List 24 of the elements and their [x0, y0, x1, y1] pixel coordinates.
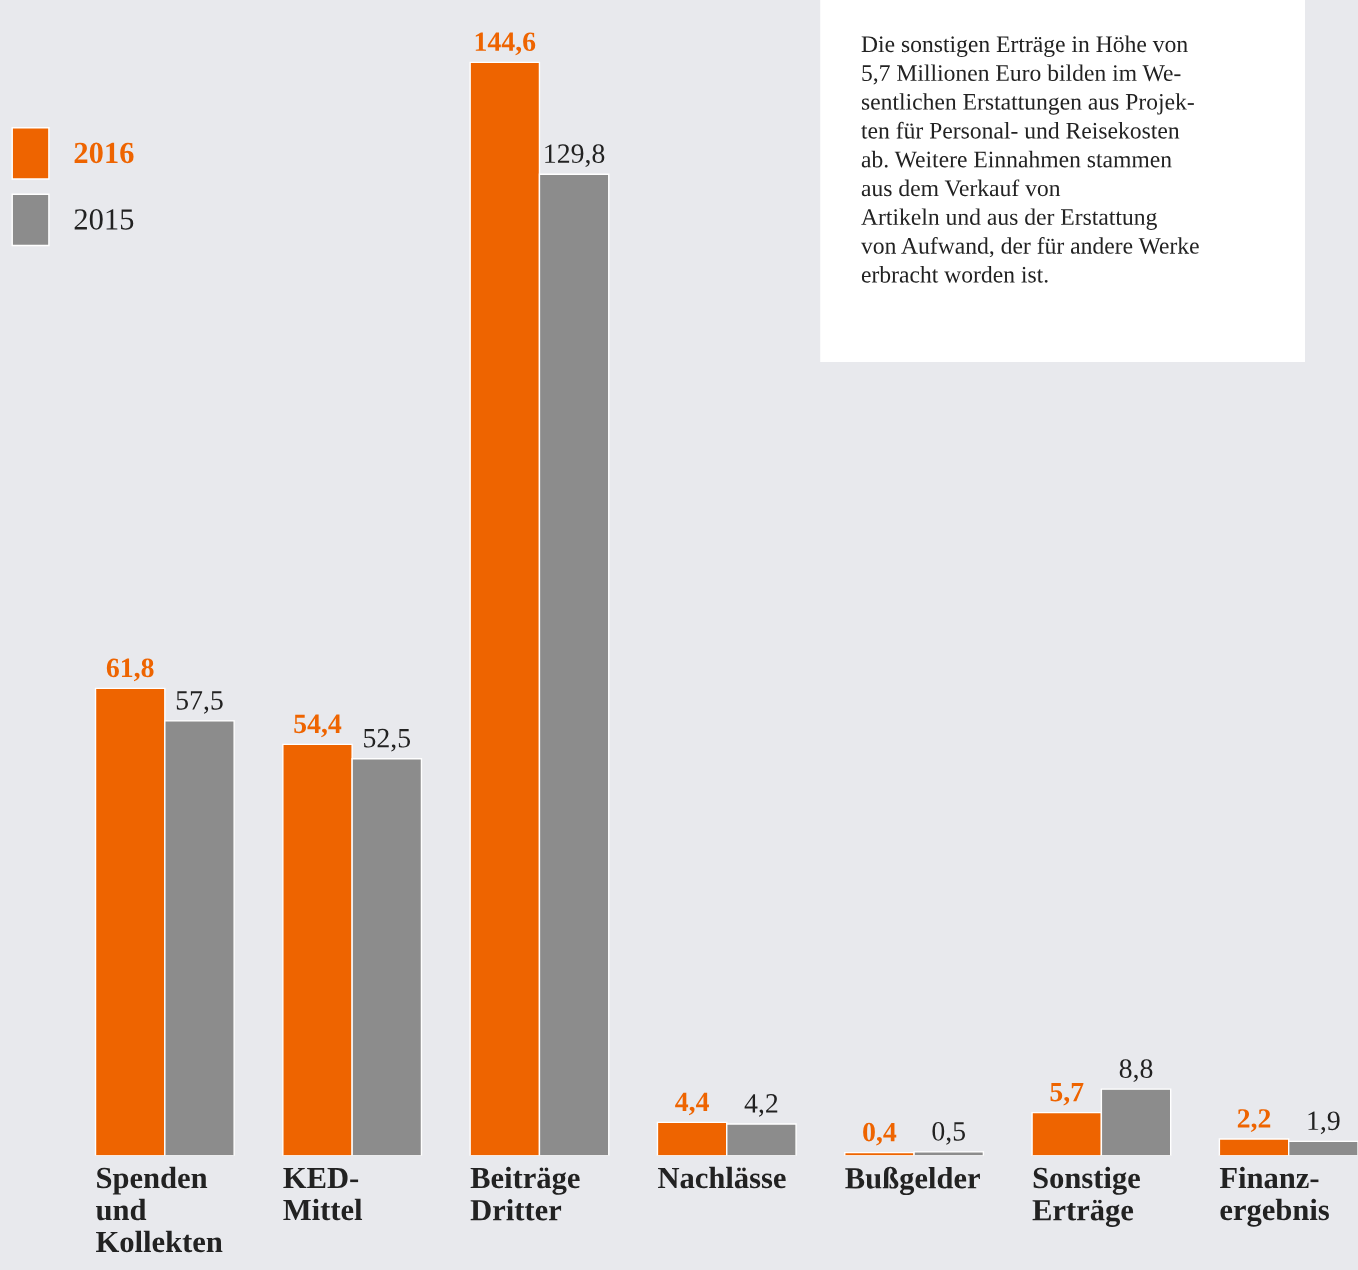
data-label: 0,4 — [863, 1122, 897, 1146]
x-tick-label: Finanz- ergebnis — [1219, 1166, 1329, 1227]
legend-label: 2015 — [74, 209, 134, 230]
data-label: 4,2 — [744, 1094, 778, 1117]
data-label: 8,8 — [1119, 1059, 1153, 1082]
x-tick-label: Beiträge Dritter — [470, 1166, 580, 1221]
x-tick-label: Spenden und Kollekten — [95, 1166, 223, 1253]
data-label: 2,2 — [1237, 1109, 1271, 1132]
data-label: 54,4 — [294, 714, 342, 738]
data-label: 52,5 — [364, 728, 411, 752]
data-label: 129,8 — [545, 144, 605, 168]
x-tick-label: Bußgelder — [845, 1166, 980, 1196]
data-label: 5,7 — [1050, 1082, 1084, 1106]
data-label: 4,4 — [675, 1092, 709, 1116]
legend-label: 2016 — [74, 142, 134, 164]
data-label: 57,5 — [176, 691, 223, 714]
x-tick-label: Nachlässe — [658, 1166, 786, 1189]
data-label: 144,6 — [475, 32, 536, 56]
data-label: 61,8 — [106, 658, 154, 682]
data-label: 0,5 — [932, 1121, 965, 1145]
x-tick-label: Sonstige Erträge — [1032, 1166, 1140, 1227]
text: Die sonstigen Erträge in Höhe von 5,7 Millionen Euro bilden im We- sentlichen Erstattungen aus Projek- ten für Personal- und Reisekosten ab. Weitere Einnahmen stammen aus dem Verkauf von Artikeln und aus der Erstattung von Aufwand, der für andere Werke erbracht worden ist. — [860, 35, 1199, 283]
x-tick-label: KED- Mittel — [283, 1168, 363, 1221]
data-label: 1,9 — [1308, 1111, 1340, 1135]
